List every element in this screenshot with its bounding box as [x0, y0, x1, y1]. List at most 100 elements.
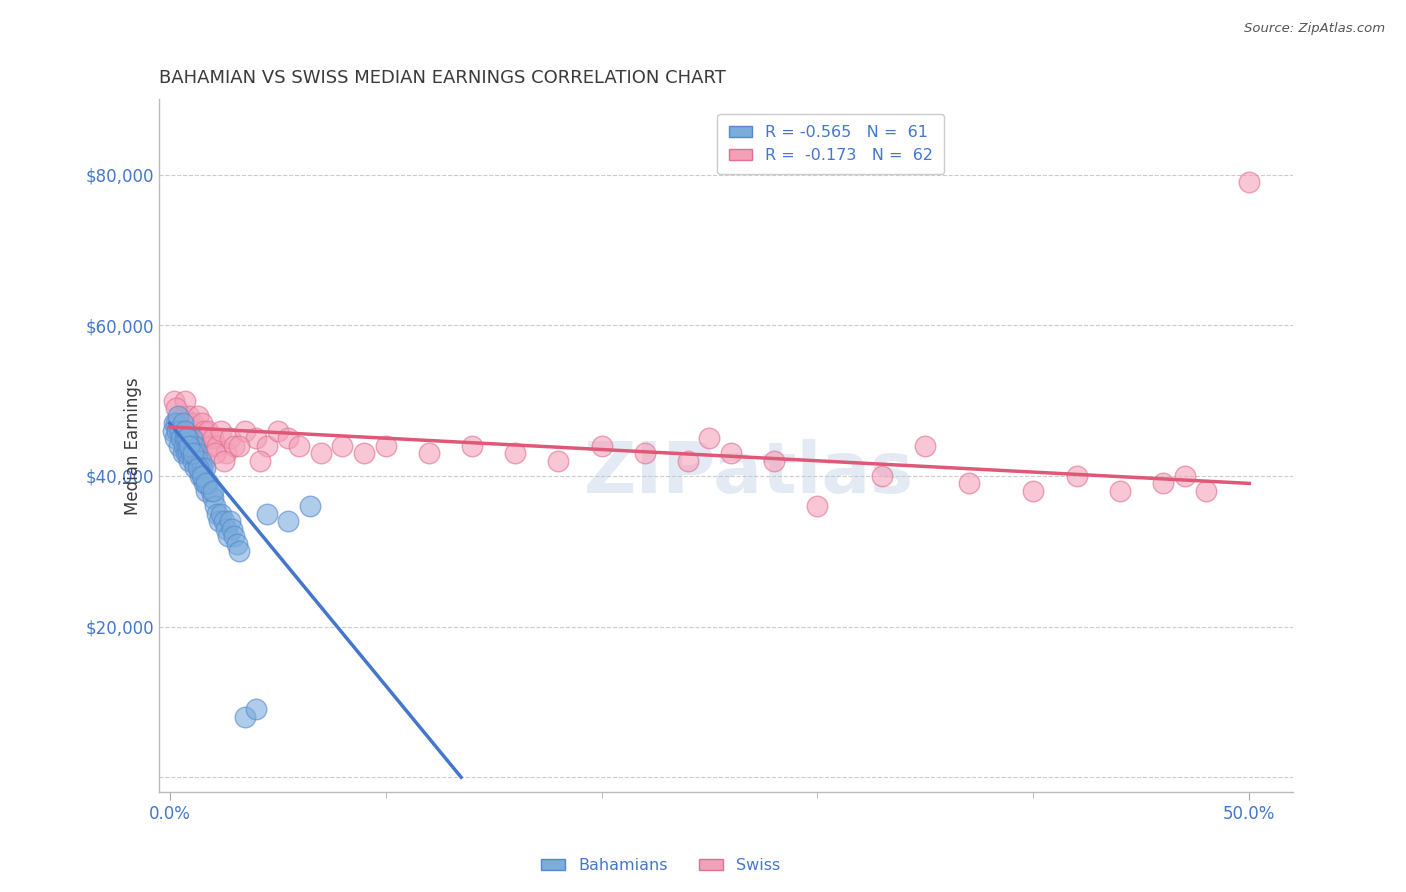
Point [173, 393, 195, 408]
Point [249, 454, 271, 468]
Point [181, 431, 204, 445]
Point [183, 446, 205, 460]
Point [177, 439, 200, 453]
Point [187, 461, 209, 475]
Point [187, 409, 209, 423]
Point [191, 468, 214, 483]
Point [233, 424, 256, 438]
Point [165, 416, 187, 430]
Point [224, 439, 246, 453]
Point [205, 507, 228, 521]
Point [219, 431, 242, 445]
Point [547, 454, 569, 468]
Point [806, 499, 828, 513]
Point [957, 476, 980, 491]
Point [219, 514, 242, 528]
Y-axis label: Median Earnings: Median Earnings [124, 377, 142, 515]
Point [193, 476, 215, 491]
Point [676, 454, 699, 468]
Point [183, 439, 205, 453]
Point [183, 416, 205, 430]
Point [166, 424, 188, 438]
Point [183, 454, 205, 468]
Point [188, 431, 211, 445]
Point [172, 446, 194, 460]
Point [245, 431, 267, 445]
Point [591, 439, 613, 453]
Text: ZIPatlas: ZIPatlas [583, 439, 914, 508]
Point [191, 468, 214, 483]
Point [180, 424, 202, 438]
Point [169, 424, 191, 438]
Point [187, 454, 209, 468]
Point [215, 522, 238, 536]
Point [169, 424, 191, 438]
Point [201, 431, 224, 445]
Text: BAHAMIAN VS SWISS MEDIAN EARNINGS CORRELATION CHART: BAHAMIAN VS SWISS MEDIAN EARNINGS CORREL… [159, 69, 725, 87]
Point [233, 710, 256, 724]
Point [172, 416, 194, 430]
Point [228, 439, 250, 453]
Point [184, 424, 207, 438]
Point [180, 446, 202, 460]
Point [167, 416, 190, 430]
Point [277, 431, 299, 445]
Legend: R = -0.565   N =  61, R =  -0.173   N =  62: R = -0.565 N = 61, R = -0.173 N = 62 [717, 114, 945, 175]
Point [212, 514, 235, 528]
Point [200, 439, 222, 453]
Point [191, 461, 214, 475]
Point [209, 507, 232, 521]
Point [163, 416, 186, 430]
Point [1239, 175, 1261, 189]
Point [201, 483, 224, 498]
Point [173, 439, 195, 453]
Point [170, 431, 193, 445]
Point [205, 439, 228, 453]
Point [184, 461, 207, 475]
Point [503, 446, 526, 460]
Point [191, 416, 214, 430]
Point [266, 424, 288, 438]
Point [194, 461, 217, 475]
Text: Source: ZipAtlas.com: Source: ZipAtlas.com [1244, 22, 1385, 36]
Point [256, 507, 278, 521]
Point [298, 499, 321, 513]
Point [177, 454, 200, 468]
Point [208, 514, 231, 528]
Point [173, 424, 195, 438]
Point [1108, 483, 1130, 498]
Point [418, 446, 440, 460]
Point [288, 439, 311, 453]
Point [187, 461, 209, 475]
Point [461, 439, 484, 453]
Point [209, 424, 232, 438]
Point [195, 476, 218, 491]
Point [256, 439, 278, 453]
Point [195, 431, 218, 445]
Point [176, 431, 198, 445]
Point [174, 446, 197, 460]
Point [176, 446, 198, 460]
Point [173, 431, 195, 445]
Point [763, 454, 786, 468]
Point [193, 424, 215, 438]
Point [914, 439, 936, 453]
Point [225, 536, 247, 550]
Point [1066, 468, 1088, 483]
Point [169, 439, 191, 453]
Point [176, 416, 198, 430]
Point [1195, 483, 1218, 498]
Point [309, 446, 332, 460]
Point [197, 476, 219, 491]
Point [374, 439, 396, 453]
Point [221, 522, 243, 536]
Point [162, 424, 184, 438]
Point [634, 446, 657, 460]
Point [200, 483, 222, 498]
Point [204, 446, 226, 460]
Point [163, 431, 186, 445]
Point [215, 446, 238, 460]
Point [197, 424, 219, 438]
Point [186, 446, 208, 460]
Point [228, 544, 250, 558]
